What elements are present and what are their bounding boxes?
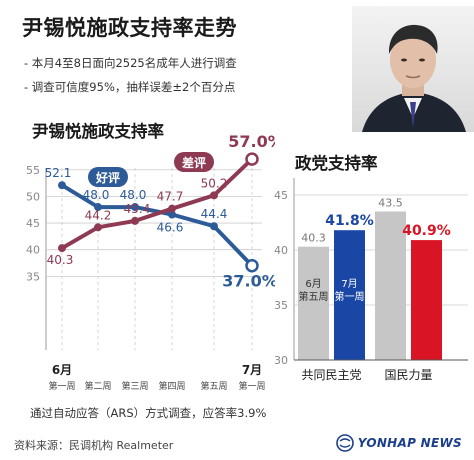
bar-period-label: 6月第五周 — [299, 278, 329, 303]
x-tick-month: 7月 — [242, 363, 262, 377]
brand-logo: YONHAP NEWS — [335, 433, 462, 453]
approve-data-label: 37.0% — [222, 272, 275, 291]
disapprove-legend-label: 差评 — [181, 155, 206, 170]
approve-point — [210, 222, 218, 231]
party-bar — [298, 246, 329, 360]
y-tick-label: 40 — [26, 244, 40, 257]
disapprove-data-label: 47.7 — [157, 190, 184, 204]
approval-line-chart: 35 40 45 50 55 52.1 48.0 48.0 46.6 44.4 37.0% 40.3 4… — [26, 132, 275, 392]
y-tick-label: 35 — [26, 270, 40, 283]
x-tick-week: 第一周 — [238, 380, 265, 392]
approve-data-label: 52.1 — [45, 166, 72, 180]
disapprove-point — [245, 152, 259, 166]
x-tick-week: 第四周 — [158, 380, 185, 392]
disapprove-data-label: 44.2 — [85, 208, 112, 222]
approve-data-label: 44.4 — [201, 207, 228, 221]
disapprove-point — [131, 216, 139, 225]
party-bar — [411, 240, 442, 360]
party-chart-title: 政党支持率 — [295, 154, 378, 173]
page-title: 尹锡悦施政支持率走势 — [22, 16, 237, 40]
brand-name: YONHAP NEWS — [357, 436, 462, 450]
approve-point — [245, 258, 259, 273]
category-label: 国民力量 — [384, 368, 432, 382]
y-tick-label: 35 — [274, 299, 288, 312]
portrait-photo — [352, 6, 474, 132]
bar-value-label: 40.3 — [301, 232, 326, 245]
approve-data-label: 46.6 — [157, 221, 184, 235]
yonhap-logo-icon — [335, 434, 354, 452]
survey-note-1: - 本月4至8日面向2525名成年人进行调查 — [24, 56, 237, 70]
x-tick-week: 第五周 — [200, 380, 227, 392]
bar-value-label: 41.8% — [325, 213, 374, 229]
data-source: 资料来源：民调机构 Realmeter — [14, 439, 174, 452]
disapprove-series-line — [60, 157, 254, 250]
party-bar — [375, 211, 406, 360]
disapprove-data-label: 57.0% — [228, 132, 275, 151]
disapprove-point — [168, 204, 176, 213]
x-tick-week: 第二周 — [84, 380, 111, 392]
approve-data-label: 48.0 — [83, 188, 110, 202]
y-tick-label: 45 — [274, 189, 288, 202]
bar-value-label: 43.5 — [378, 197, 403, 210]
x-tick-month: 6月 — [52, 363, 72, 377]
approve-legend-tag — [88, 167, 128, 187]
y-tick-label: 30 — [274, 354, 288, 367]
approve-legend-label: 好评 — [95, 170, 120, 185]
disapprove-point — [210, 191, 218, 200]
disapprove-legend-tag — [174, 152, 214, 172]
category-label: 共同民主党 — [301, 367, 361, 382]
approve-point — [131, 203, 139, 212]
disapprove-data-label: 45.4 — [124, 202, 151, 216]
y-tick-label: 50 — [26, 190, 40, 203]
party-bar — [334, 230, 365, 360]
approve-point — [168, 210, 176, 219]
approve-point — [58, 181, 66, 190]
y-tick-label: 40 — [274, 244, 288, 257]
bar-value-label: 40.9% — [402, 223, 451, 239]
approve-series-line — [60, 183, 254, 268]
approval-chart-title: 尹锡悦施政支持率 — [32, 122, 164, 141]
disapprove-data-label: 40.3 — [47, 253, 74, 267]
approve-point — [94, 203, 102, 212]
survey-method-note: 通过自动应答（ARS）方式调查，应答率3.9% — [30, 406, 267, 420]
approve-data-label: 48.0 — [120, 188, 147, 202]
disapprove-data-label: 50.2 — [201, 176, 228, 190]
y-tick-label: 55 — [26, 164, 40, 177]
survey-note-2: - 调查可信度95%，抽样误差±2个百分点 — [24, 80, 236, 94]
disapprove-point — [94, 223, 102, 232]
y-tick-label: 45 — [26, 217, 40, 230]
x-tick-week: 第三周 — [121, 380, 148, 392]
bar-period-label: 7月第一周 — [335, 278, 365, 303]
x-tick-week: 第一周 — [48, 380, 75, 392]
disapprove-point — [58, 244, 66, 253]
